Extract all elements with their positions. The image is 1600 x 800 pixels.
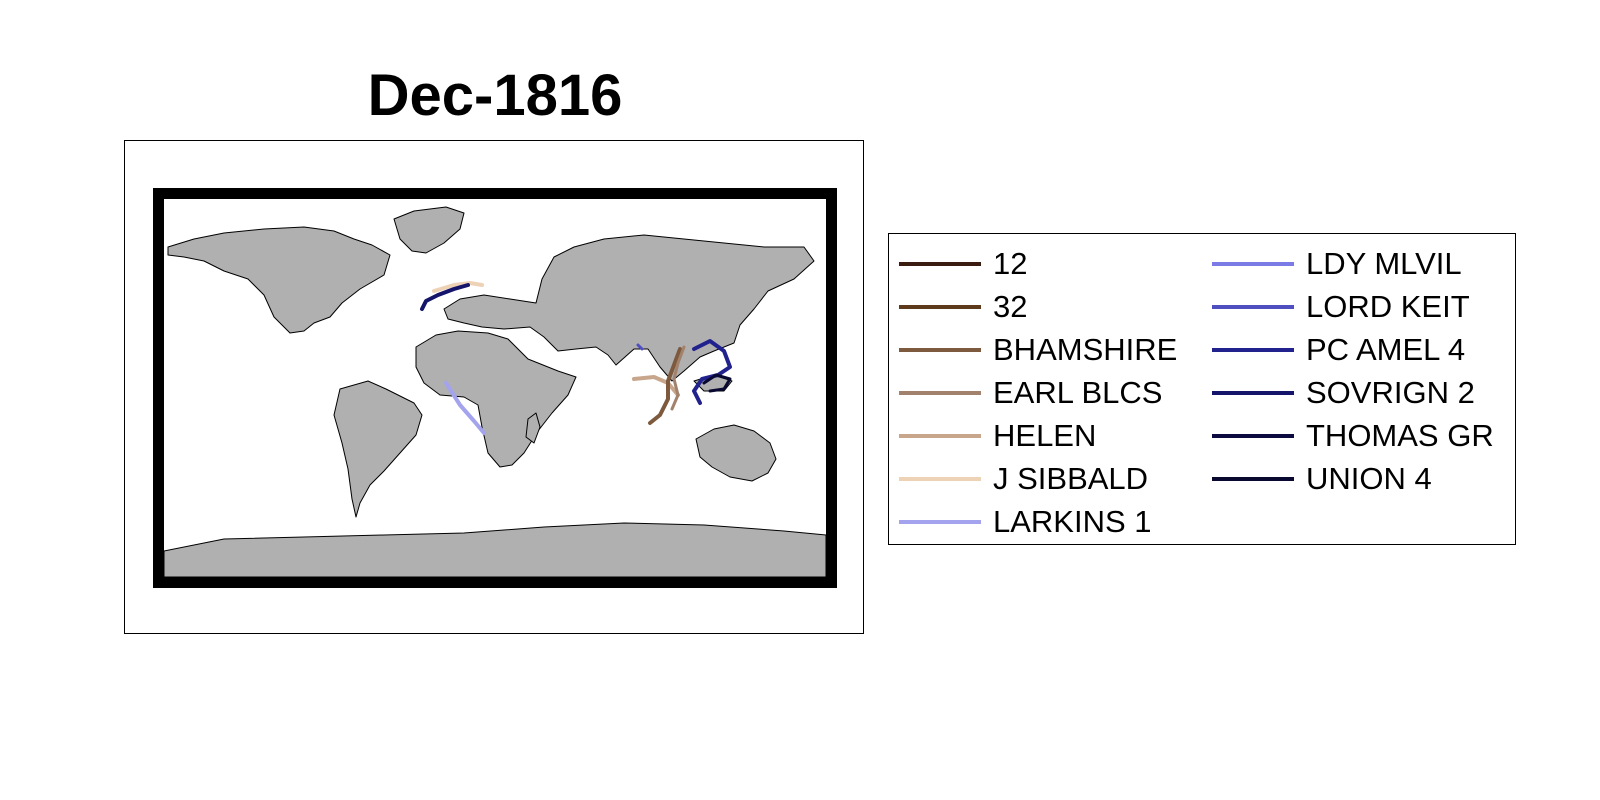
legend-label: LARKINS 1 [993, 503, 1152, 539]
greenland [393, 206, 465, 254]
africa [415, 330, 577, 468]
legend-swatch [899, 433, 981, 438]
antarctica [164, 522, 826, 577]
legend-label: 32 [993, 288, 1028, 324]
track-lord-keit [636, 343, 644, 351]
legend-item: SOVRIGN 2 [1212, 371, 1494, 414]
legend-label: EARL BLCS [993, 374, 1163, 410]
legend-swatch [1212, 261, 1294, 266]
legend-swatch [1212, 347, 1294, 352]
legend-label: THOMAS GR [1306, 417, 1494, 453]
legend-swatch [1212, 304, 1294, 309]
track-helen [632, 375, 680, 397]
track-larkins-1 [444, 381, 486, 435]
track-earl-blcs [670, 345, 686, 411]
legend: 12 32 BHAMSHIRE EARL BLCS HELEN J SIBBALD LARK… [888, 233, 1516, 545]
legend-item: PC AMEL 4 [1212, 328, 1494, 371]
legend-label: LORD KEIT [1306, 288, 1470, 324]
legend-item: EARL BLCS [899, 371, 1177, 414]
legend-swatch [899, 519, 981, 524]
legend-swatch [899, 304, 981, 309]
madagascar [525, 412, 541, 444]
legend-label: LDY MLVIL [1306, 245, 1462, 281]
legend-label: J SIBBALD [993, 460, 1149, 496]
legend-label: PC AMEL 4 [1306, 331, 1466, 367]
legend-label: UNION 4 [1306, 460, 1432, 496]
legend-item: HELEN [899, 414, 1177, 457]
legend-swatch [1212, 476, 1294, 481]
legend-swatch [899, 476, 981, 481]
legend-swatch [1212, 433, 1294, 438]
legend-swatch [899, 347, 981, 352]
legend-label: BHAMSHIRE [993, 331, 1178, 367]
legend-label: SOVRIGN 2 [1306, 374, 1475, 410]
track-pc-amel-4 [692, 339, 732, 405]
legend-column-right: LDY MLVIL LORD KEIT PC AMEL 4 SOVRIGN 2 THOM… [1212, 242, 1494, 500]
legend-item: UNION 4 [1212, 457, 1494, 500]
legend-swatch [899, 261, 981, 266]
legend-item: THOMAS GR [1212, 414, 1494, 457]
map-frame [153, 188, 837, 588]
map-panel [124, 140, 864, 634]
south-america [333, 380, 423, 518]
world-map [164, 206, 826, 577]
legend-item: LARKINS 1 [899, 500, 1177, 543]
legend-item: LDY MLVIL [1212, 242, 1494, 285]
map-title: Dec-1816 [367, 63, 623, 128]
legend-label: 12 [993, 245, 1028, 281]
legend-item: 32 [899, 285, 1177, 328]
north-america [167, 226, 391, 334]
legend-swatch [1212, 390, 1294, 395]
track-bhamshire [648, 347, 682, 425]
ship-tracks [420, 281, 732, 435]
land-masses [164, 206, 826, 577]
track-sovrign-2 [420, 283, 470, 311]
legend-item: J SIBBALD [899, 457, 1177, 500]
legend-column-left: 12 32 BHAMSHIRE EARL BLCS HELEN J SIBBALD LARK… [899, 242, 1177, 543]
australia [695, 424, 777, 482]
legend-item: LORD KEIT [1212, 285, 1494, 328]
track-union-4 [702, 373, 732, 393]
eurasia [443, 234, 815, 382]
legend-item: BHAMSHIRE [899, 328, 1177, 371]
legend-label: HELEN [993, 417, 1097, 453]
track-j-sibbald [432, 281, 484, 293]
legend-swatch [899, 390, 981, 395]
legend-item: 12 [899, 242, 1177, 285]
